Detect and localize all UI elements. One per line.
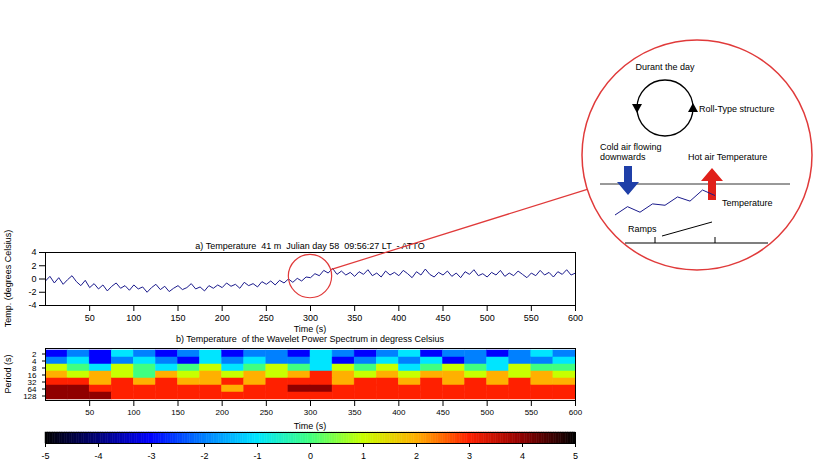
svg-text:32: 32 [27, 377, 37, 387]
svg-text:500: 500 [480, 408, 494, 417]
svg-text:128: 128 [23, 392, 37, 401]
svg-text:3: 3 [467, 451, 472, 461]
svg-text:350: 350 [347, 313, 362, 323]
svg-text:2: 2 [414, 451, 419, 461]
svg-text:300: 300 [303, 313, 318, 323]
svg-text:50: 50 [85, 313, 95, 323]
svg-text:b) Temperature of the Wavelet: b) Temperature of the Wavelet Power Spec… [176, 334, 445, 344]
svg-text:4: 4 [32, 356, 37, 366]
svg-text:350: 350 [348, 408, 362, 417]
svg-text:450: 450 [436, 408, 450, 417]
svg-text:64: 64 [27, 384, 37, 394]
svg-text:150: 150 [171, 408, 185, 417]
svg-text:450: 450 [435, 313, 450, 323]
svg-text:550: 550 [524, 313, 539, 323]
svg-text:250: 250 [260, 408, 274, 417]
svg-text:50: 50 [85, 408, 94, 417]
svg-text:Roll-Type structure: Roll-Type structure [699, 104, 775, 114]
svg-text:16: 16 [27, 370, 37, 380]
svg-text:-3: -3 [147, 451, 155, 461]
svg-text:4: 4 [520, 451, 525, 461]
svg-text:-1: -1 [253, 451, 261, 461]
svg-text:600: 600 [568, 313, 583, 323]
svg-text:4: 4 [31, 248, 36, 257]
svg-text:Time (s): Time (s) [294, 324, 327, 334]
svg-text:2: 2 [32, 349, 37, 359]
svg-text:400: 400 [392, 408, 406, 417]
svg-text:downwards: downwards [600, 152, 646, 162]
svg-text:-2: -2 [28, 287, 36, 297]
svg-text:8: 8 [32, 363, 37, 373]
svg-text:150: 150 [170, 313, 185, 323]
svg-text:100: 100 [126, 313, 141, 323]
svg-text:0: 0 [31, 274, 36, 284]
svg-text:250: 250 [259, 313, 274, 323]
svg-text:-2: -2 [200, 451, 208, 461]
svg-text:Period (s): Period (s) [3, 354, 13, 393]
svg-text:-4: -4 [28, 300, 36, 310]
svg-text:0: 0 [308, 451, 313, 461]
svg-text:1: 1 [361, 451, 366, 461]
svg-text:500: 500 [480, 313, 495, 323]
svg-text:400: 400 [391, 313, 406, 323]
svg-text:Durant the day: Durant the day [635, 62, 695, 72]
svg-text:600: 600 [569, 408, 583, 417]
svg-text:100: 100 [127, 408, 141, 417]
svg-text:Temp. (degrees Celsius): Temp. (degrees Celsius) [3, 230, 13, 328]
svg-text:Temperature: Temperature [722, 198, 773, 208]
svg-text:200: 200 [215, 408, 229, 417]
svg-text:Time (s): Time (s) [294, 421, 327, 431]
svg-text:-5: -5 [41, 451, 49, 461]
svg-text:Cold air flowing: Cold air flowing [600, 142, 662, 152]
svg-text:550: 550 [525, 408, 539, 417]
svg-text:Hot air Temperature: Hot air Temperature [688, 152, 767, 162]
svg-text:-4: -4 [94, 451, 102, 461]
svg-text:Ramps: Ramps [628, 224, 657, 234]
svg-text:a) Temperature 41 m Julian d: a) Temperature 41 m Julian day 58 09:56:… [195, 241, 424, 251]
svg-text:2: 2 [31, 261, 36, 271]
svg-text:200: 200 [215, 313, 230, 323]
svg-text:5: 5 [573, 451, 578, 461]
svg-text:300: 300 [304, 408, 318, 417]
